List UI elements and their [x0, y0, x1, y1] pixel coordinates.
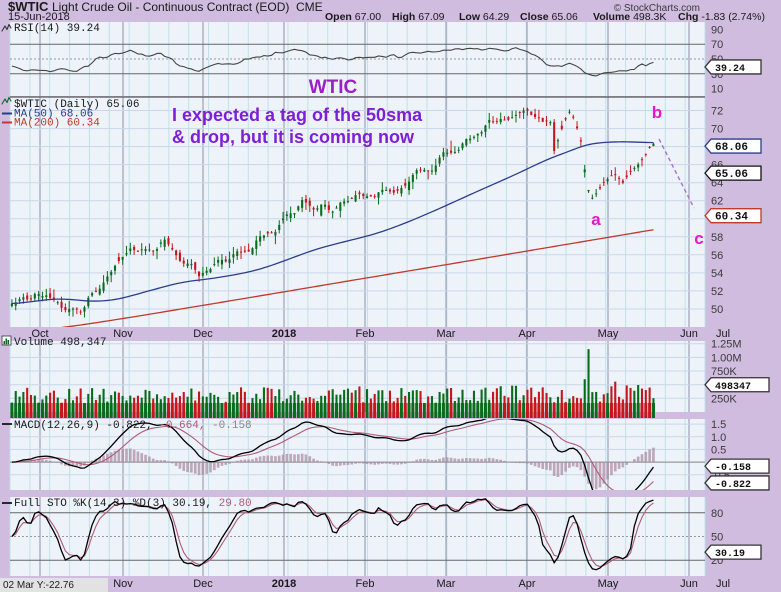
- svg-text:High 67.09: High 67.09: [392, 11, 445, 23]
- svg-text:0.5: 0.5: [711, 444, 726, 456]
- svg-text:Apr: Apr: [518, 328, 535, 340]
- svg-text:MA(200) 60.34: MA(200) 60.34: [14, 118, 100, 130]
- svg-text:Low 64.29: Low 64.29: [459, 11, 509, 23]
- svg-text:65.06: 65.06: [715, 169, 748, 181]
- svg-text:b: b: [652, 103, 662, 122]
- svg-text:May: May: [598, 578, 619, 590]
- svg-text:90: 90: [711, 24, 723, 36]
- svg-text:Close 65.06: Close 65.06: [520, 11, 578, 23]
- svg-text:50: 50: [711, 532, 723, 544]
- svg-text:Mar: Mar: [437, 328, 456, 340]
- svg-text:Full STO %K(14,3) %D(3) 30.19,: Full STO %K(14,3) %D(3) 30.19, 29.80: [14, 498, 252, 510]
- svg-text:Jun: Jun: [680, 328, 698, 340]
- svg-text:50: 50: [711, 304, 723, 316]
- svg-text:WTIC: WTIC: [309, 77, 358, 98]
- svg-text:RSI(14) 39.24: RSI(14) 39.24: [14, 23, 100, 35]
- svg-text:56: 56: [711, 250, 723, 262]
- svg-text:Jul: Jul: [716, 578, 730, 590]
- svg-text:15-Jun-2018: 15-Jun-2018: [8, 11, 70, 23]
- svg-text:I expected a tag of the 50sma: I expected a tag of the 50sma: [172, 105, 423, 125]
- svg-text:Open 67.00: Open 67.00: [325, 11, 381, 23]
- svg-text:Jul: Jul: [716, 328, 730, 340]
- svg-text:Feb: Feb: [356, 578, 375, 590]
- svg-text:60.34: 60.34: [715, 212, 748, 224]
- svg-text:Light Crude Oil - Continuous C: Light Crude Oil - Continuous Contract (E…: [52, 0, 289, 14]
- svg-text:Oct: Oct: [31, 328, 48, 340]
- svg-text:70: 70: [711, 39, 723, 51]
- svg-text:Volume 498,347: Volume 498,347: [14, 337, 106, 349]
- svg-text:62: 62: [711, 196, 723, 208]
- svg-text:May: May: [598, 328, 619, 340]
- svg-text:Feb: Feb: [356, 328, 375, 340]
- svg-text:70: 70: [711, 124, 723, 136]
- svg-text:02 Mar Y:-22.76: 02 Mar Y:-22.76: [3, 580, 74, 591]
- svg-text:72: 72: [711, 106, 723, 118]
- svg-text:-0.822: -0.822: [715, 480, 751, 491]
- svg-text:1.25M: 1.25M: [711, 339, 742, 351]
- svg-text:750K: 750K: [711, 366, 737, 378]
- svg-text:80: 80: [711, 508, 723, 520]
- svg-text:a: a: [591, 210, 601, 229]
- svg-text:68.06: 68.06: [715, 142, 748, 154]
- svg-text:1.00M: 1.00M: [711, 352, 742, 364]
- svg-text:58: 58: [711, 232, 723, 244]
- svg-text:39.24: 39.24: [715, 64, 745, 75]
- svg-text:MACD(12,26,9) -0.822, -0.664,: MACD(12,26,9) -0.822, -0.664, -0.158: [14, 420, 252, 432]
- svg-text:Apr: Apr: [518, 578, 535, 590]
- svg-text:30.19: 30.19: [715, 549, 745, 560]
- svg-text:& drop, but it is coming now: & drop, but it is coming now: [172, 127, 415, 147]
- svg-text:10: 10: [711, 84, 723, 96]
- svg-text:2018: 2018: [272, 328, 296, 340]
- svg-text:Nov: Nov: [113, 578, 133, 590]
- svg-text:1.5: 1.5: [711, 419, 726, 431]
- svg-text:© StockCharts.com: © StockCharts.com: [614, 3, 700, 14]
- svg-text:54: 54: [711, 268, 723, 280]
- svg-text:2018: 2018: [272, 578, 296, 590]
- svg-text:Dec: Dec: [193, 328, 213, 340]
- svg-text:-0.158: -0.158: [715, 463, 751, 474]
- svg-text:c: c: [694, 229, 703, 248]
- svg-text:CME: CME: [296, 0, 323, 14]
- svg-text:1.0: 1.0: [711, 432, 726, 444]
- svg-text:Nov: Nov: [113, 328, 133, 340]
- svg-text:Jun: Jun: [680, 578, 698, 590]
- svg-text:52: 52: [711, 286, 723, 298]
- svg-text:Dec: Dec: [193, 578, 213, 590]
- svg-text:498347: 498347: [715, 382, 751, 393]
- svg-text:Mar: Mar: [437, 578, 456, 590]
- svg-text:250K: 250K: [711, 393, 737, 405]
